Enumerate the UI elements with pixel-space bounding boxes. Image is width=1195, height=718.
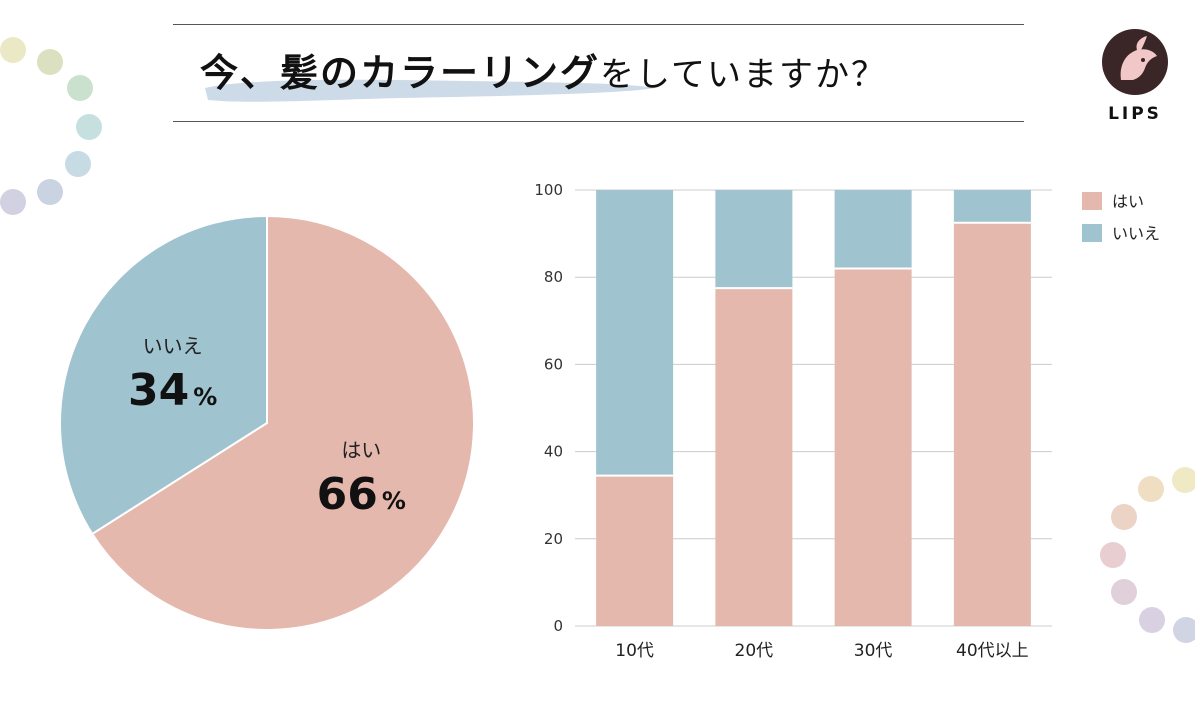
bar-marks bbox=[596, 190, 1031, 626]
dot bbox=[1111, 579, 1137, 605]
pie-slices bbox=[59, 214, 475, 631]
bar-segment-yes bbox=[834, 268, 912, 626]
legend-label: いいえ bbox=[1112, 224, 1160, 243]
x-tick-label: 40代以上 bbox=[956, 641, 1029, 661]
dot bbox=[1173, 617, 1195, 643]
pie-slice-value: 66% bbox=[317, 469, 406, 520]
x-tick-label: 10代 bbox=[615, 641, 654, 661]
pie-chart: はい 66 % いいえ 34% bbox=[59, 214, 475, 631]
pie-labels: はい 66 % いいえ 34% bbox=[128, 334, 406, 520]
title-rule-bottom bbox=[173, 121, 1024, 122]
pie-slice-label: いいえ bbox=[143, 334, 203, 358]
bar-segment-no bbox=[715, 190, 793, 289]
legend-label: はい bbox=[1112, 192, 1144, 211]
bar-axis: 0 20 40 60 80 100 10代 20代 30代 40代以上 bbox=[534, 181, 1028, 661]
dot bbox=[1111, 504, 1137, 530]
y-tick-label: 80 bbox=[544, 268, 563, 286]
pie-value-unit: % bbox=[193, 383, 217, 411]
brush-path bbox=[205, 79, 655, 102]
bar-segment-no bbox=[953, 190, 1031, 223]
fawn-logo-icon bbox=[1102, 29, 1168, 95]
x-tick-label: 20代 bbox=[735, 641, 774, 661]
logo-text: LIPS bbox=[1108, 104, 1162, 124]
dot bbox=[1172, 467, 1195, 493]
bar-segment-yes bbox=[715, 288, 793, 626]
pie-value-unit: % bbox=[382, 487, 406, 515]
dot bbox=[65, 151, 91, 177]
dots-bottom-right bbox=[1100, 467, 1195, 643]
y-tick-label: 60 bbox=[544, 355, 563, 373]
bar-segment-yes bbox=[596, 475, 674, 626]
dot bbox=[1138, 476, 1164, 502]
bar-segment-no bbox=[834, 190, 912, 269]
y-tick-label: 40 bbox=[544, 443, 563, 461]
bar-segment-no bbox=[596, 190, 674, 476]
pie-slice-no bbox=[59, 214, 268, 536]
pie-value-number: 66 bbox=[317, 469, 378, 520]
title-bold: 今、髪のカラーリング bbox=[200, 51, 601, 95]
x-tick-label: 30代 bbox=[854, 641, 893, 661]
lips-logo: LIPS bbox=[1100, 28, 1170, 124]
pie-slice-value: 34% bbox=[128, 365, 217, 416]
pie-slice-label: はい bbox=[341, 438, 381, 462]
legend-swatch bbox=[1082, 192, 1102, 210]
dots-top-left bbox=[0, 37, 102, 215]
y-tick-label: 0 bbox=[553, 617, 563, 635]
bar-segment-yes bbox=[953, 222, 1031, 626]
dot bbox=[76, 114, 102, 140]
y-tick-label: 100 bbox=[534, 181, 563, 199]
brush-stroke bbox=[205, 79, 655, 102]
dot bbox=[0, 37, 26, 63]
dot bbox=[1100, 542, 1126, 568]
dot bbox=[37, 179, 63, 205]
title-rest: をしていますか？ bbox=[600, 55, 887, 95]
pie-slice-yes bbox=[90, 214, 475, 631]
title-rule-top bbox=[173, 24, 1024, 25]
pie-value-number: 34 bbox=[128, 365, 189, 416]
y-tick-label: 20 bbox=[544, 530, 563, 548]
dot bbox=[1139, 607, 1165, 633]
dot bbox=[0, 189, 26, 215]
page-title: 今、髪のカラーリングをしていますか？ bbox=[200, 42, 990, 97]
legend-swatch bbox=[1082, 224, 1102, 242]
dot bbox=[37, 49, 63, 75]
dot bbox=[67, 75, 93, 101]
